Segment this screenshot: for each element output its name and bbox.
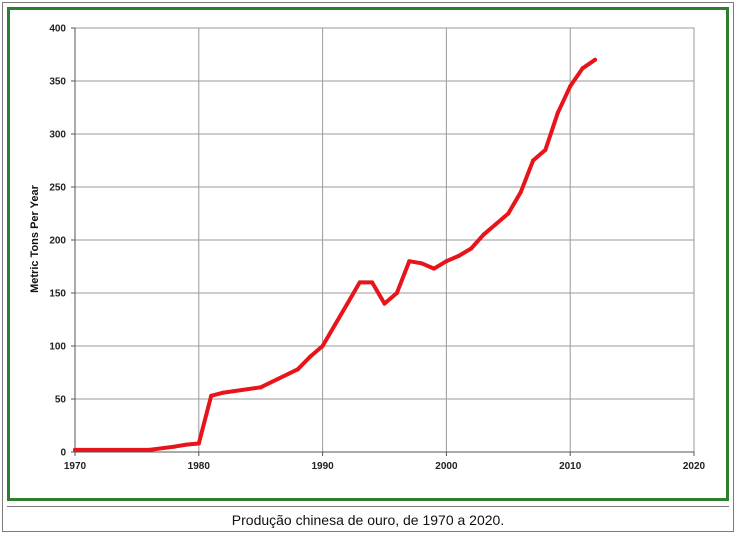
y-tick-label: 0: [60, 448, 66, 459]
caption-row: Produção chinesa de ouro, de 1970 a 2020…: [7, 506, 729, 530]
data-point: [555, 110, 560, 115]
y-tick-label: 400: [49, 24, 66, 35]
y-axis-ticks: 0 50 100 150 200 250 300 350 400: [49, 24, 75, 459]
y-axis-label: Metric Tons Per Year: [29, 184, 41, 293]
data-point: [209, 393, 214, 398]
data-point: [308, 354, 313, 359]
data-point: [147, 447, 152, 452]
data-point: [419, 261, 424, 266]
y-tick-label: 50: [55, 395, 67, 406]
y-tick-label: 350: [49, 77, 66, 88]
data-point: [481, 232, 486, 237]
data-point: [184, 442, 189, 447]
data-point: [172, 444, 177, 449]
data-point: [531, 158, 536, 163]
chart-gridlines: [74, 27, 695, 453]
data-point: [469, 246, 474, 251]
x-tick-label: 2020: [683, 461, 706, 472]
data-point: [543, 147, 548, 152]
data-point: [394, 291, 399, 295]
data-point: [580, 66, 585, 71]
x-tick-label: 2000: [435, 461, 458, 472]
data-point: [196, 441, 201, 446]
y-tick-label: 300: [49, 130, 66, 141]
y-tick-label: 200: [49, 236, 66, 247]
line-chart: 0 50 100 150 200 250 300 350 400 1970 1980 1990 200…: [29, 24, 706, 473]
data-point: [345, 301, 350, 306]
x-tick-label: 1990: [311, 461, 334, 472]
data-point: [382, 301, 387, 306]
y-tick-label: 150: [49, 289, 66, 300]
data-point: [518, 190, 523, 195]
figure-caption: Produção chinesa de ouro, de 1970 a 2020…: [231, 512, 505, 528]
y-tick-label: 250: [49, 183, 66, 194]
data-point: [432, 266, 437, 271]
x-tick-label: 1970: [64, 461, 87, 472]
y-tick-label: 100: [49, 342, 66, 353]
series-group: [73, 57, 597, 452]
data-point: [506, 211, 511, 216]
data-point: [357, 280, 362, 285]
data-point: [568, 84, 573, 89]
series-line: [73, 57, 597, 452]
x-tick-label: 2010: [559, 461, 582, 472]
data-point: [258, 385, 263, 390]
data-point: [444, 259, 449, 264]
data-point: [592, 57, 597, 62]
data-point: [221, 390, 226, 395]
data-point: [73, 447, 77, 452]
x-tick-label: 1980: [188, 461, 211, 472]
data-point: [456, 253, 461, 258]
data-point: [407, 259, 412, 264]
data-point: [370, 280, 375, 285]
data-point: [295, 367, 300, 372]
data-point: [320, 344, 325, 348]
data-point: [493, 222, 498, 227]
chart-frame: [7, 7, 729, 501]
data-point: [332, 322, 337, 327]
x-axis-ticks: 1970 1980 1990 2000 2010 2020: [64, 452, 706, 472]
